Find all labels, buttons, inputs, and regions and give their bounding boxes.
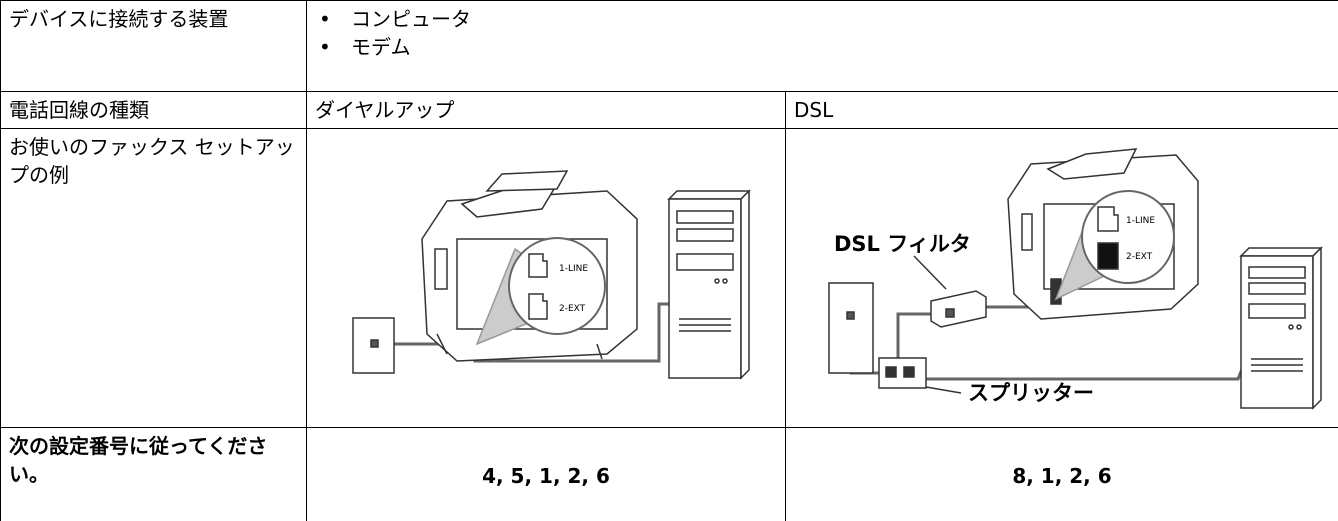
row-label: お使いのファックス セットアップの例 <box>1 129 307 428</box>
computer <box>1241 248 1321 408</box>
jack-port <box>847 312 854 319</box>
cell: 8, 1, 2, 6 <box>786 428 1338 521</box>
row-label: 電話回線の種類 <box>1 92 307 129</box>
row-label: デバイスに接続する装置 <box>1 1 307 92</box>
splitter <box>879 358 926 388</box>
port-label: 2-EXT <box>559 304 586 314</box>
list-item: コンピュータ <box>315 5 1330 33</box>
leader-line <box>926 387 961 393</box>
cell: 1-LINE 2-EXT <box>307 129 786 428</box>
wall-jack <box>829 283 873 373</box>
row-label: 次の設定番号に従ってください。 <box>1 428 307 521</box>
row: お使いのファックス セットアップの例 1-LINE 2-EXT <box>1 129 1338 428</box>
row: 次の設定番号に従ってください。 4, 5, 1, 2, 6 8, 1, 2, 6 <box>1 428 1338 521</box>
cell: ダイヤルアップ <box>307 92 786 129</box>
dialup-illustration: 1-LINE 2-EXT <box>307 129 786 426</box>
port-label: 1-LINE <box>559 264 588 274</box>
device-list: コンピュータ モデム <box>315 5 1330 61</box>
row: 電話回線の種類 ダイヤルアップ DSL <box>1 92 1338 129</box>
cell: 4, 5, 1, 2, 6 <box>307 428 786 521</box>
filter-label: DSL フィルタ <box>834 232 971 256</box>
dsl-filter <box>931 291 986 327</box>
splitter-label: スプリッター <box>968 381 1094 405</box>
list-item: モデム <box>315 33 1330 61</box>
computer <box>669 191 749 378</box>
cell: DSL <box>786 92 1338 129</box>
dsl-illustration: DSL フィルタ スプリッター 1-LINE 2-EXT <box>786 129 1338 426</box>
leader-line <box>914 256 946 289</box>
row: デバイスに接続する装置 コンピュータ モデム <box>1 1 1338 92</box>
cable <box>921 359 1246 379</box>
port-label: 1-LINE <box>1126 216 1155 226</box>
cell: コンピュータ モデム <box>307 1 1338 92</box>
jack-port <box>371 340 378 347</box>
port-label: 2-EXT <box>1126 252 1153 262</box>
cell: DSL フィルタ スプリッター 1-LINE 2-EXT <box>786 129 1338 428</box>
